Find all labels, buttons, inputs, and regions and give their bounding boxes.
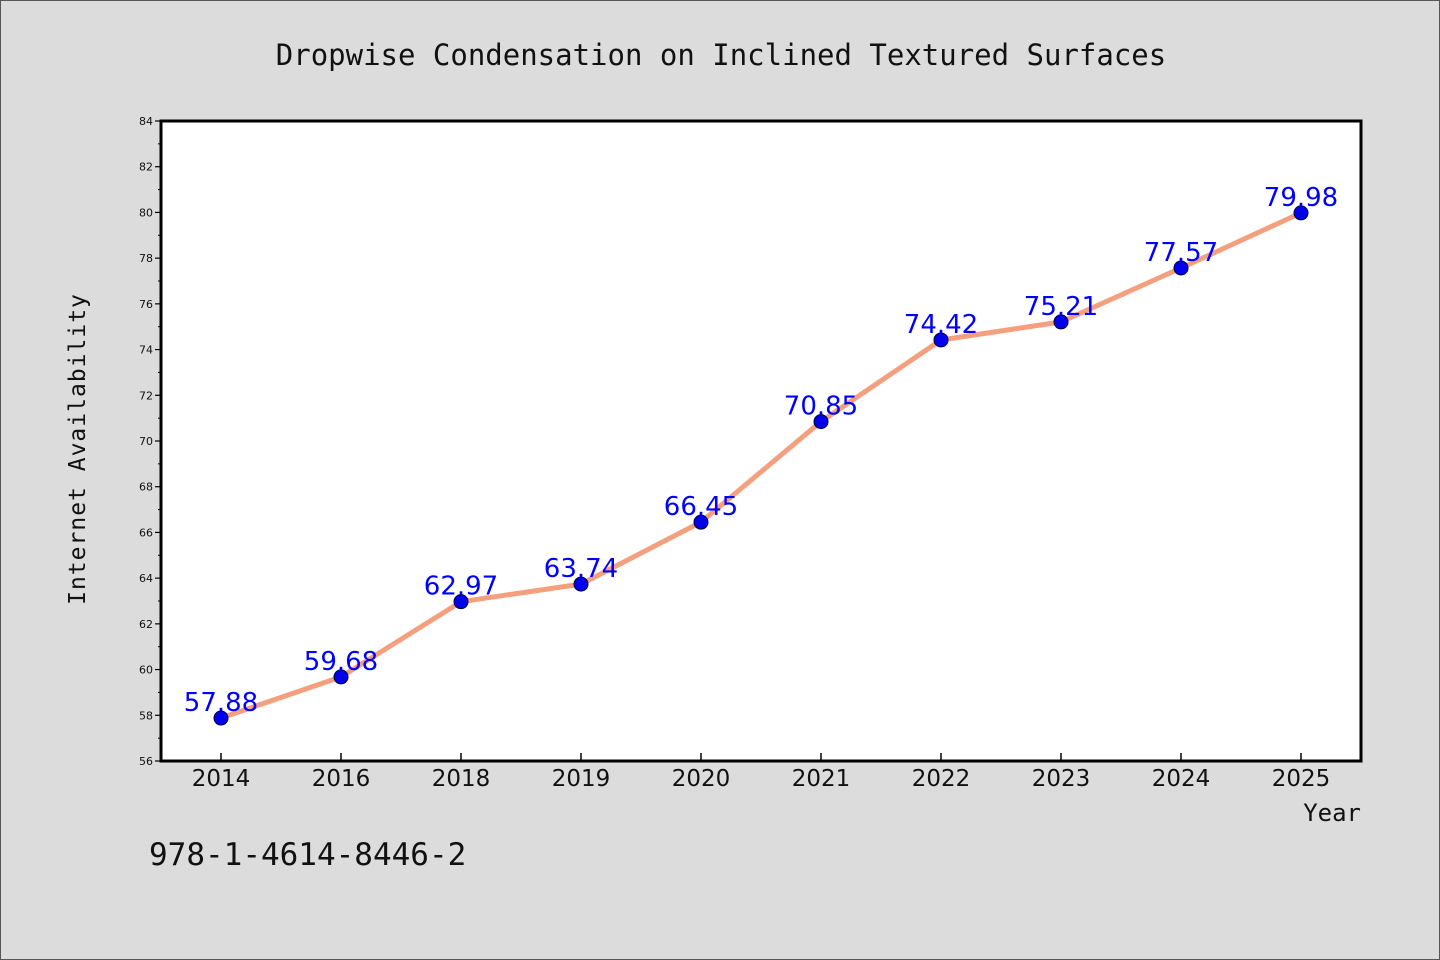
data-point [1053,314,1069,330]
y-tick-label: 64 [139,572,153,585]
x-tick-label: 2022 [912,766,971,792]
data-label: 75.21 [1024,292,1098,322]
data-label: 63.74 [544,554,618,584]
series-markers [213,205,1309,726]
x-axis-ticks: 2014 2016 2018 2019 2020 2021 2022 2023 2024 2025 [192,753,1331,792]
x-tick-label: 2018 [432,766,491,792]
y-tick-label: 84 [139,115,153,128]
data-point [1293,205,1309,221]
data-point [333,669,349,685]
data-label: 66.45 [664,492,738,522]
x-tick-label: 2025 [1272,766,1331,792]
x-tick-label: 2019 [552,766,611,792]
y-tick-label: 70 [139,435,153,448]
y-tick-label: 80 [139,206,153,219]
y-tick-label: 68 [139,481,153,494]
y-tick-label: 78 [139,252,153,265]
data-point [213,710,229,726]
plot-frame [159,119,1363,763]
y-tick-label: 58 [139,709,153,722]
x-tick-label: 2020 [672,766,731,792]
y-tick-label: 72 [139,389,153,402]
data-point [453,594,469,610]
y-tick-label: 76 [139,298,153,311]
y-tick-label: 60 [139,664,153,677]
x-tick-label: 2021 [792,766,851,792]
x-tick-label: 2016 [312,766,371,792]
x-tick-label: 2014 [192,766,251,792]
data-label: 74.42 [904,310,978,340]
data-label: 79.98 [1264,183,1338,213]
y-axis-ticks: 56 58 60 62 64 66 68 70 72 74 76 78 80 82 84 [139,115,161,768]
y-tick-label: 74 [139,344,153,357]
chart-title: Dropwise Condensation on Inclined Textur… [276,38,1166,72]
data-label: 62.97 [424,572,498,602]
data-label: 70.85 [784,392,858,422]
data-labels: 57.88 59.68 62.97 63.74 66.45 70.85 74.42 75.21… [184,183,1338,718]
series-line [218,210,1304,721]
y-tick-label: 66 [139,526,153,539]
x-tick-label: 2024 [1152,766,1211,792]
footnote-isbn: 978-1-4614-8446-2 [149,837,466,873]
data-label: 77.57 [1144,238,1218,268]
data-label: 57.88 [184,688,258,718]
data-point [933,332,949,348]
y-tick-label: 62 [139,618,153,631]
data-label: 59.68 [304,647,378,677]
x-axis-label: Year [1303,799,1361,827]
data-point [693,514,709,530]
y-axis-label: Internet Availability [65,293,91,605]
plot-area [161,121,1361,761]
data-point [573,576,589,592]
y-tick-label: 82 [139,161,153,174]
x-tick-label: 2023 [1032,766,1091,792]
data-point [813,414,829,430]
data-point [1173,260,1189,276]
y-tick-label: 56 [139,755,153,768]
